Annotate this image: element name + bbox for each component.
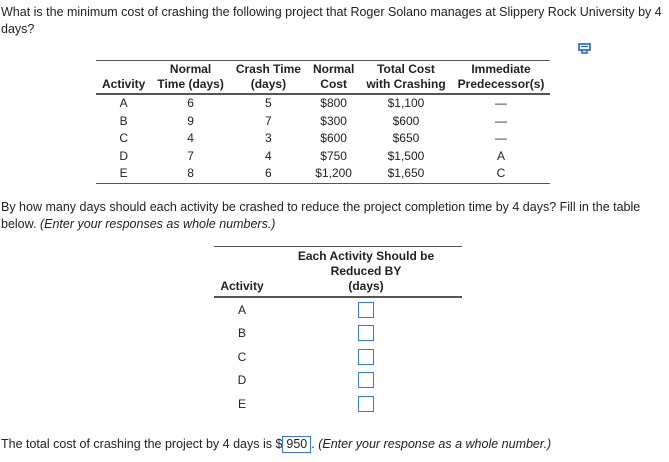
answer-cell <box>270 322 462 346</box>
total-cost-hint: (Enter your response as a whole number.) <box>318 437 552 451</box>
table-header-row: Activity Time (days) (days) Cost with Cr… <box>96 77 551 95</box>
answer-cell <box>270 345 462 369</box>
answer-table: Activity Each Activity Should be Reduced… <box>214 246 462 416</box>
answer-row: E <box>214 392 462 416</box>
table-row: C 4 3 $600 $650 — <box>96 130 550 148</box>
table-cell: 6 <box>229 165 307 184</box>
header-cell: Normal <box>306 60 361 77</box>
activity-label: A <box>237 302 246 317</box>
table-cell: A <box>497 148 506 163</box>
answer-cell <box>270 297 462 322</box>
table-cell: $300 <box>320 113 347 128</box>
table-cell: C <box>451 165 551 184</box>
project-data-table: Normal Crash Time Normal Total Cost Imme… <box>96 60 551 184</box>
table-cell: — <box>495 131 508 145</box>
crash-days-prompt: By how many days should each activity be… <box>1 199 667 233</box>
table-cell: $650 <box>392 131 420 145</box>
total-cost-suffix: . <box>311 437 315 451</box>
activity-label: E <box>237 396 246 411</box>
header-line: (days) <box>348 279 384 293</box>
table-cell: 7 <box>187 148 194 163</box>
answer-row: C <box>214 345 462 369</box>
prompt-hint: (Enter your responses as whole numbers.) <box>39 217 276 231</box>
activity-label: D <box>237 373 247 388</box>
answer-row: A <box>214 297 462 322</box>
table-cell: D <box>119 148 129 163</box>
copy-table-icon[interactable] <box>577 40 593 56</box>
header-line: Each Activity Should be <box>297 249 435 263</box>
header-cell: Immediate <box>451 60 551 77</box>
answer-row: D <box>214 369 462 393</box>
table-header-row: Normal Crash Time Normal Total Cost Imme… <box>96 60 551 77</box>
table-cell: — <box>495 96 508 110</box>
activity-column-header: Activity <box>214 246 270 298</box>
table-cell: B <box>119 113 128 128</box>
table-cell: $1,200 <box>306 165 361 184</box>
total-cost-statement: The total cost of crashing the project b… <box>1 436 551 453</box>
table-row: B 9 7 $300 $600 — <box>96 113 550 131</box>
prompt-text: By how many days should each activity be… <box>1 200 641 231</box>
table-row: E 8 6 $1,200 $1,650 C <box>96 165 551 184</box>
table-cell: $1,100 <box>387 96 425 110</box>
header-cell: Activity <box>96 77 152 95</box>
header-cell: Predecessor(s) <box>451 77 551 95</box>
table-cell: A <box>119 96 128 110</box>
header-cell: Cost <box>306 77 361 95</box>
header-cell: Normal <box>151 60 230 77</box>
answer-cell <box>270 392 462 416</box>
table-cell: — <box>495 113 508 128</box>
activity-label: B <box>237 326 246 341</box>
reduction-input-e[interactable] <box>358 395 374 412</box>
activity-label: C <box>237 349 247 364</box>
table-cell: E <box>96 165 152 184</box>
table-cell: C <box>119 131 129 145</box>
table-cell: 3 <box>265 131 272 145</box>
table-cell: 8 <box>151 165 230 184</box>
table-cell: $1,500 <box>387 148 425 163</box>
table-cell: $750 <box>320 148 347 163</box>
total-cost-prefix: The total cost of crashing the project b… <box>1 437 283 451</box>
header-cell: Crash Time <box>229 60 307 77</box>
table-cell: 4 <box>187 131 194 145</box>
reduction-column-header: Each Activity Should be Reduced BY (days… <box>270 246 462 298</box>
header-line: Reduced BY <box>330 264 402 278</box>
answer-row: B <box>214 322 462 346</box>
reduction-input-a[interactable] <box>358 301 374 318</box>
table-row: A 6 5 $800 $1,100 — <box>96 94 550 113</box>
table-cell: 9 <box>187 113 194 128</box>
answer-cell <box>270 369 462 393</box>
table-cell: $800 <box>320 96 347 110</box>
question-text: What is the minimum cost of crashing the… <box>1 5 662 36</box>
header-cell: Total Cost <box>360 60 452 77</box>
header-cell: Time (days) <box>151 77 230 95</box>
table-cell: 4 <box>265 148 272 163</box>
header-cell: (days) <box>229 77 307 95</box>
header-cell <box>96 60 152 77</box>
header-cell: with Crashing <box>360 77 452 95</box>
answer-header-row: Activity Each Activity Should be Reduced… <box>214 246 462 298</box>
reduction-input-d[interactable] <box>358 372 374 389</box>
reduction-input-c[interactable] <box>358 348 374 365</box>
total-cost-input[interactable]: 950 <box>282 436 312 453</box>
table-cell: $1,650 <box>360 165 452 184</box>
table-cell: $600 <box>392 113 420 128</box>
table-cell: 6 <box>187 96 194 110</box>
table-cell: 7 <box>265 113 272 128</box>
table-cell: $600 <box>320 131 347 145</box>
table-row: D 7 4 $750 $1,500 A <box>96 148 550 166</box>
table-cell: 5 <box>265 96 272 110</box>
reduction-input-b[interactable] <box>358 325 374 342</box>
